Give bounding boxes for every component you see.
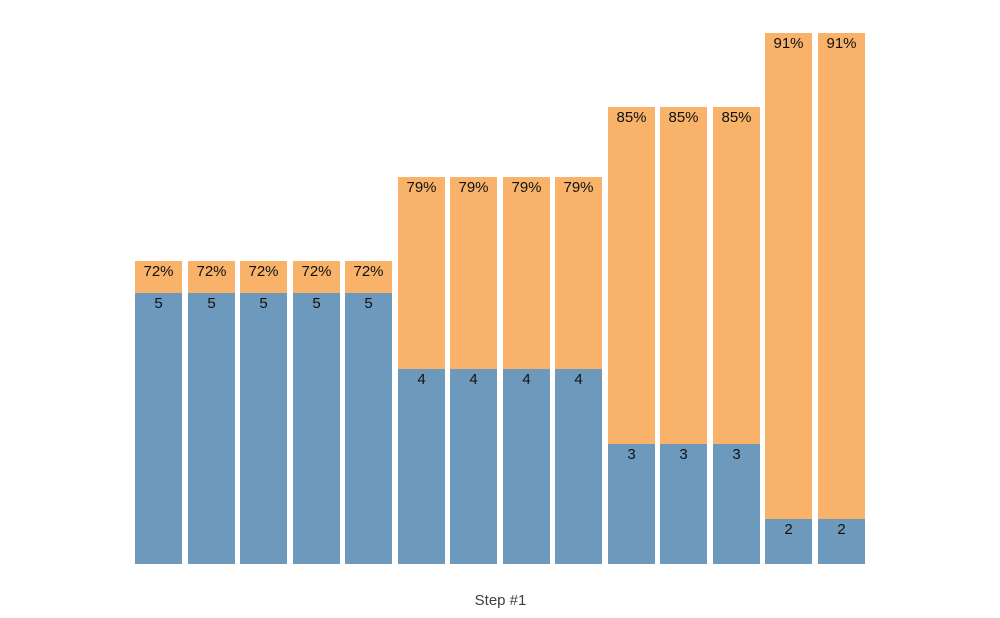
bar-top-segment: 72%	[293, 261, 340, 293]
bar: 79% 4	[398, 177, 445, 564]
bar-bottom-segment: 2	[818, 519, 865, 564]
bar-percent-label: 79%	[511, 179, 542, 196]
bar-bottom-segment: 4	[450, 369, 497, 564]
bar: 72% 5	[135, 261, 182, 564]
bar: 72% 5	[240, 261, 287, 564]
bar-percent-label: 85%	[668, 109, 699, 126]
bar-bottom-segment: 3	[713, 444, 760, 564]
bar-count-label: 3	[679, 446, 688, 463]
bar-top-segment: 91%	[818, 33, 865, 519]
bar-percent-label: 79%	[406, 179, 437, 196]
bar-count-label: 4	[574, 371, 583, 388]
bar-top-segment: 79%	[450, 177, 497, 369]
bar-bottom-segment: 5	[240, 293, 287, 564]
bar-count-label: 2	[784, 521, 793, 538]
bar-bottom-segment: 5	[188, 293, 235, 564]
bar-top-segment: 91%	[765, 33, 812, 519]
bar-percent-label: 85%	[616, 109, 647, 126]
bar-bottom-segment: 5	[293, 293, 340, 564]
bar-count-label: 4	[522, 371, 531, 388]
bar: 91% 2	[818, 33, 865, 564]
bar-count-label: 4	[417, 371, 426, 388]
bar-bottom-segment: 4	[503, 369, 550, 564]
bar-percent-label: 72%	[143, 263, 174, 280]
bar: 79% 4	[555, 177, 602, 564]
bar-top-segment: 85%	[660, 107, 707, 444]
bar: 79% 4	[503, 177, 550, 564]
bar: 72% 5	[293, 261, 340, 564]
bar-count-label: 5	[312, 295, 321, 312]
bar-percent-label: 79%	[563, 179, 594, 196]
bar-percent-label: 79%	[458, 179, 489, 196]
bar-bottom-segment: 4	[398, 369, 445, 564]
bar: 72% 5	[345, 261, 392, 564]
bar-top-segment: 72%	[240, 261, 287, 293]
bar: 85% 3	[660, 107, 707, 564]
bar-count-label: 5	[259, 295, 268, 312]
bar-bottom-segment: 5	[345, 293, 392, 564]
x-axis-label: Step #1	[474, 592, 527, 609]
bar: 85% 3	[713, 107, 760, 564]
bar-percent-label: 91%	[773, 35, 804, 52]
bar-bottom-segment: 2	[765, 519, 812, 564]
bar-top-segment: 85%	[608, 107, 655, 444]
bar-top-segment: 85%	[713, 107, 760, 444]
bar-top-segment: 72%	[135, 261, 182, 293]
bar-percent-label: 72%	[353, 263, 384, 280]
bar: 85% 3	[608, 107, 655, 564]
bar-top-segment: 72%	[188, 261, 235, 293]
bar-top-segment: 79%	[555, 177, 602, 369]
bar-bottom-segment: 4	[555, 369, 602, 564]
bar-bottom-segment: 3	[660, 444, 707, 564]
bar-percent-label: 72%	[196, 263, 227, 280]
bar-top-segment: 79%	[398, 177, 445, 369]
bar-bottom-segment: 5	[135, 293, 182, 564]
bar-percent-label: 72%	[301, 263, 332, 280]
bar-bottom-segment: 3	[608, 444, 655, 564]
bar: 91% 2	[765, 33, 812, 564]
bar-percent-label: 91%	[826, 35, 857, 52]
bar-top-segment: 72%	[345, 261, 392, 293]
bar-count-label: 5	[154, 295, 163, 312]
bar-count-label: 2	[837, 521, 846, 538]
bar-percent-label: 72%	[248, 263, 279, 280]
bar: 72% 5	[188, 261, 235, 564]
bar-count-label: 4	[469, 371, 478, 388]
bar-count-label: 5	[364, 295, 373, 312]
bar-top-segment: 79%	[503, 177, 550, 369]
bar-count-label: 3	[627, 446, 636, 463]
bar-percent-label: 85%	[721, 109, 752, 126]
bar-count-label: 3	[732, 446, 741, 463]
bar: 79% 4	[450, 177, 497, 564]
bar-count-label: 5	[207, 295, 216, 312]
